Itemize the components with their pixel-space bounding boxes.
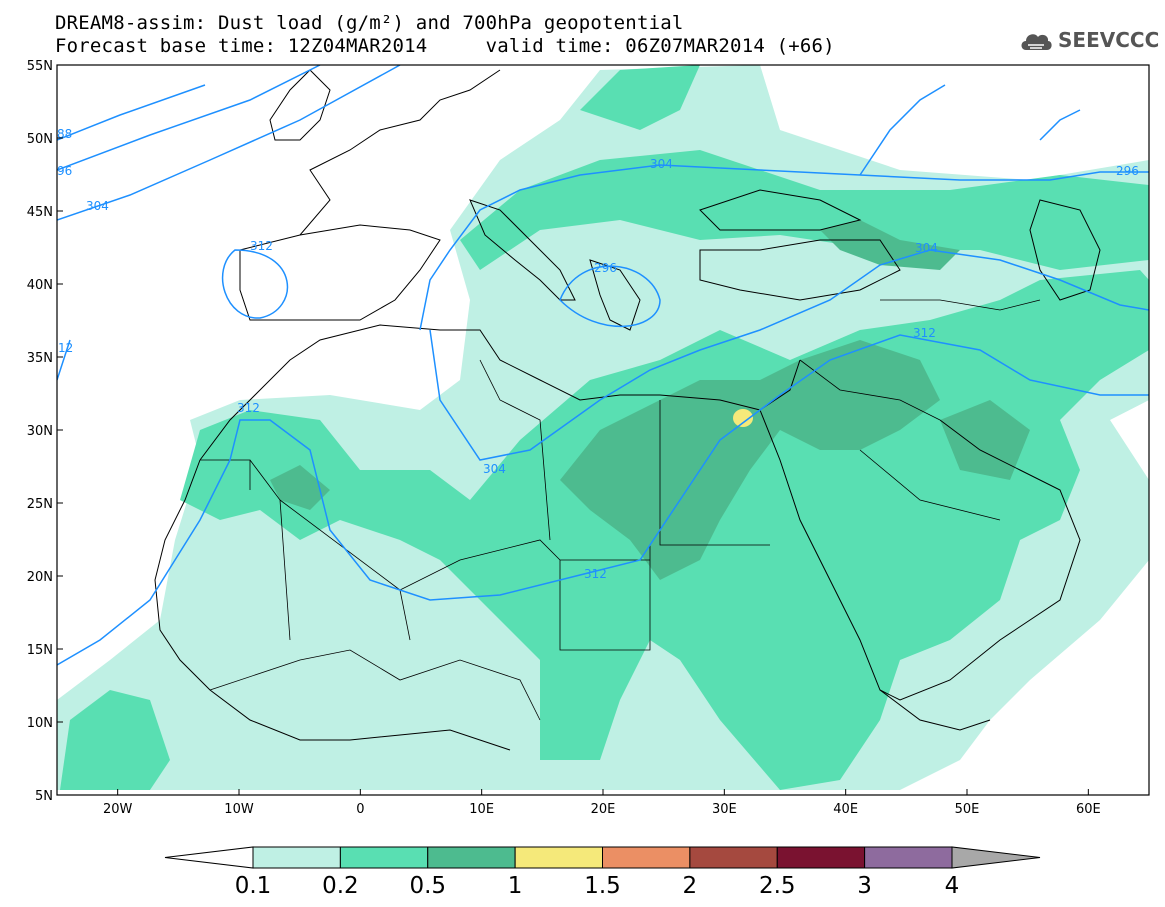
y-tick-label: 10N <box>27 716 53 731</box>
x-tick-label: 40E <box>833 802 858 817</box>
colorbar-segment <box>864 846 953 869</box>
contour-label: 88 <box>57 127 72 141</box>
x-axis: 20W 10W 0 10E 20E 30E 40E 50E 60E <box>103 789 1101 817</box>
dust-fields <box>57 65 1149 790</box>
colorbar-segment <box>514 846 603 869</box>
contour-label: 312 <box>250 239 273 253</box>
contour-label: 304 <box>86 199 109 213</box>
x-tick-label: 10E <box>469 802 494 817</box>
dust-level-1 <box>733 409 753 427</box>
x-tick-label: 10W <box>224 802 254 817</box>
contour-label: 312 <box>237 401 260 415</box>
y-tick-label: 50N <box>27 132 53 147</box>
colorbar-segment <box>427 846 516 869</box>
y-tick-label: 35N <box>27 351 53 366</box>
y-tick-label: 55N <box>27 59 53 74</box>
y-tick-label: 15N <box>27 643 53 658</box>
dust-level-0.5-ne <box>820 220 960 270</box>
colorbar-segment <box>252 846 341 869</box>
contour-label: 296 <box>1116 164 1139 178</box>
colorbar-label: 4 <box>945 873 960 899</box>
contour-label: 12 <box>58 341 73 355</box>
contour-label: 296 <box>594 261 617 275</box>
x-tick-label: 30E <box>712 802 737 817</box>
colorbar-label: 2.5 <box>759 873 796 899</box>
y-tick-label: 40N <box>27 278 53 293</box>
dust-level-0.5 <box>560 340 940 580</box>
dust-level-0.5-sahara <box>270 465 330 510</box>
colorbar-label: 0.5 <box>409 873 446 899</box>
cloud-icon <box>1021 34 1052 50</box>
colorbar-label: 0.2 <box>322 873 359 899</box>
dust-level-0.2-nw <box>580 65 700 130</box>
colorbar-label: 0.1 <box>235 873 272 899</box>
x-tick-label: 20W <box>103 802 133 817</box>
colorbar-segment <box>602 846 691 869</box>
geopotential-contours <box>57 65 1149 666</box>
contour-label: 312 <box>913 326 936 340</box>
logo-text: SEEVCCC <box>1058 28 1160 52</box>
seevccc-logo: SEEVCCC <box>1018 24 1160 60</box>
contour-label: 312 <box>584 567 607 581</box>
colorbar-min-arrow <box>164 846 254 869</box>
colorbar-max-arrow <box>951 846 1041 869</box>
colorbar: 0.1 0.2 0.5 1 1.5 2 2.5 3 4 <box>164 846 1041 899</box>
colorbar-segment <box>339 846 429 869</box>
y-tick-label: 20N <box>27 570 53 585</box>
colorbar-label: 2 <box>683 873 698 899</box>
dust-level-0.5-east <box>940 400 1030 480</box>
map-title: DREAM8-assim: Dust load (g/m²) and 700hP… <box>55 12 684 34</box>
colorbar-label: 1.5 <box>584 873 621 899</box>
y-tick-label: 5N <box>35 789 53 804</box>
x-tick-label: 20E <box>591 802 616 817</box>
contour-label: 304 <box>650 157 673 171</box>
x-tick-label: 0 <box>356 802 364 817</box>
y-tick-label: 30N <box>27 424 53 439</box>
colorbar-label: 1 <box>508 873 523 899</box>
colorbar-label: 3 <box>857 873 872 899</box>
x-tick-label: 50E <box>955 802 980 817</box>
colorbar-segment <box>776 846 866 869</box>
y-tick-label: 25N <box>27 497 53 512</box>
contour-label: 304 <box>915 241 938 255</box>
coastlines <box>154 69 1101 751</box>
contour-label: 96 <box>57 164 72 178</box>
x-tick-label: 60E <box>1076 802 1101 817</box>
y-axis: 55N 50N 45N 40N 35N 30N 25N 20N 15N 10N 5N <box>27 59 63 804</box>
dust-level-0.2-west <box>60 690 170 790</box>
y-tick-label: 45N <box>27 205 53 220</box>
colorbar-segment <box>689 846 778 869</box>
forecast-time-line: Forecast base time: 12Z04MAR2014 valid t… <box>55 35 835 57</box>
contour-label: 304 <box>483 462 506 476</box>
dust-level-0.2-north <box>460 150 1149 270</box>
